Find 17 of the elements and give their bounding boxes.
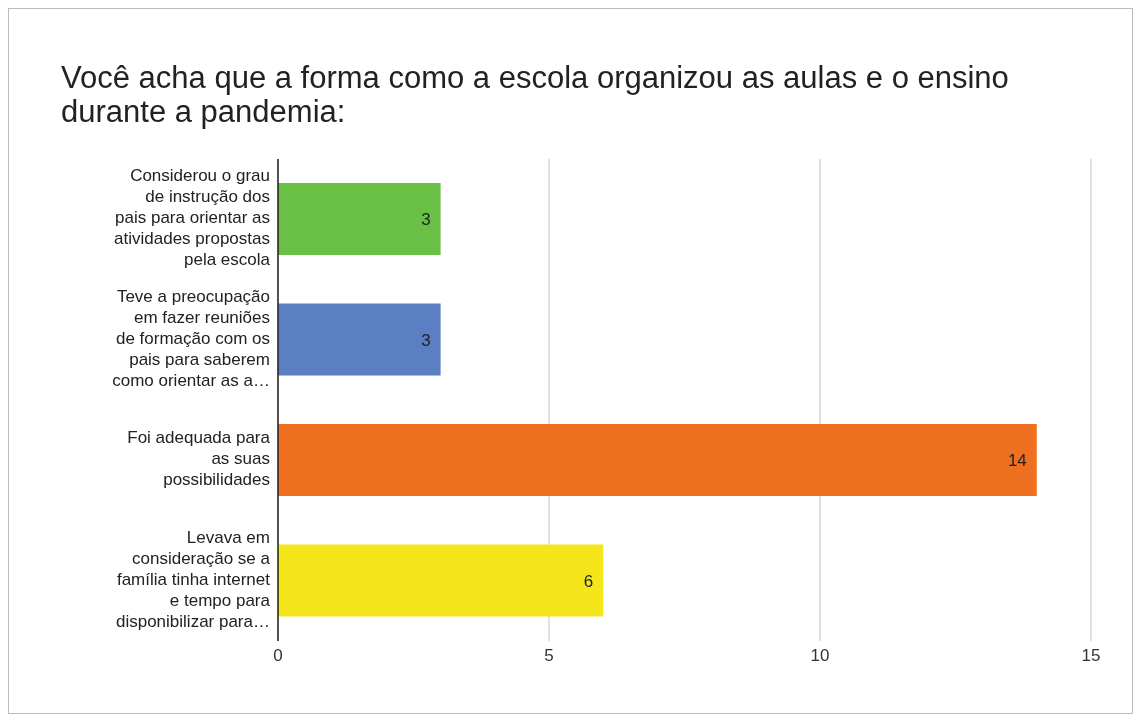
data-label: 6	[583, 571, 594, 591]
bar	[278, 544, 604, 617]
bar	[278, 183, 441, 256]
x-tick-label: 15	[1081, 646, 1101, 666]
data-label: 3	[421, 330, 431, 350]
data-label: 3	[421, 210, 431, 230]
data-label: 14	[1007, 451, 1027, 471]
y-tick-label: Levava em consideração se a família tinha internet e tempo para disponibilizar para…	[115, 528, 271, 632]
y-tick-label: Considerou o grau de instrução dos pais para orientar as atividades propostas pela escola	[114, 166, 271, 270]
x-tick-label: 5	[544, 646, 554, 666]
y-tick-label: Foi adequada para as suas possibilidades	[127, 428, 271, 490]
x-tick-label: 10	[810, 646, 830, 666]
x-tick-label: 0	[273, 646, 283, 666]
bar	[278, 424, 1037, 497]
y-tick-label: Teve a preocupação em fazer reuniões de formação com os pais para saberem como orientar as a…	[112, 287, 270, 391]
bar	[278, 303, 441, 376]
chart-title: Você acha que a forma como a escola organizou as aulas e o ensino durante a pandemia:	[61, 60, 1010, 129]
